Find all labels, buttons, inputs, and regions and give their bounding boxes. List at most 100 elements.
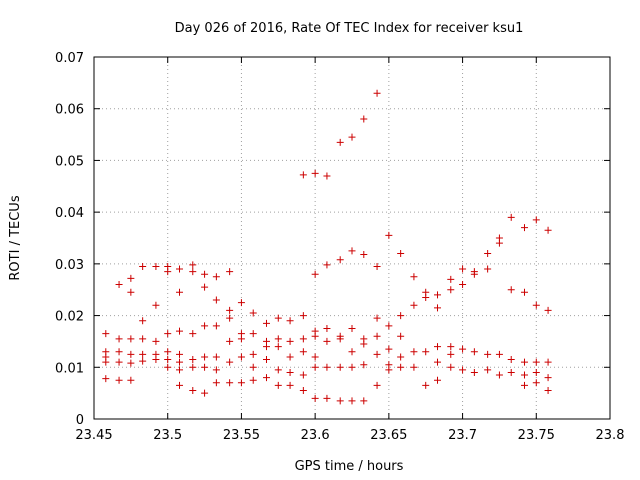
data-point bbox=[507, 356, 515, 364]
data-point bbox=[226, 268, 234, 276]
y-tick-label: 0.05 bbox=[55, 154, 84, 169]
data-point bbox=[164, 330, 172, 338]
data-point bbox=[176, 265, 184, 273]
data-point bbox=[373, 314, 381, 322]
data-point bbox=[459, 281, 467, 289]
data-point bbox=[336, 397, 344, 405]
data-point bbox=[176, 288, 184, 296]
data-point bbox=[336, 256, 344, 264]
data-point bbox=[544, 226, 552, 234]
data-point bbox=[336, 335, 344, 343]
y-tick-label: 0 bbox=[76, 413, 84, 428]
data-point bbox=[470, 348, 478, 356]
data-point bbox=[201, 353, 209, 361]
data-point bbox=[410, 301, 418, 309]
data-point bbox=[152, 337, 160, 345]
x-axis-label: GPS time / hours bbox=[295, 459, 404, 474]
y-tick-label: 0.02 bbox=[55, 310, 84, 325]
data-point bbox=[484, 250, 492, 258]
data-point bbox=[459, 366, 467, 374]
data-point bbox=[226, 306, 234, 314]
data-point bbox=[262, 374, 270, 382]
data-point bbox=[311, 363, 319, 371]
data-point bbox=[189, 356, 197, 364]
data-point bbox=[532, 379, 540, 387]
data-point bbox=[532, 358, 540, 366]
data-point bbox=[336, 138, 344, 146]
data-point bbox=[249, 309, 257, 317]
x-tick-label: 23.55 bbox=[223, 428, 260, 443]
y-axis-label: ROTI / TECUs bbox=[8, 195, 23, 280]
data-point bbox=[237, 353, 245, 361]
data-point bbox=[139, 317, 147, 325]
data-point bbox=[286, 337, 294, 345]
data-point bbox=[286, 353, 294, 361]
data-point bbox=[348, 325, 356, 332]
data-point bbox=[127, 335, 135, 343]
data-point bbox=[373, 262, 381, 270]
data-point bbox=[459, 265, 467, 273]
data-point bbox=[385, 231, 393, 239]
data-point bbox=[274, 343, 282, 351]
data-point bbox=[532, 301, 540, 309]
data-point bbox=[189, 268, 197, 276]
data-point bbox=[434, 304, 442, 312]
data-point bbox=[311, 394, 319, 402]
data-point bbox=[311, 332, 319, 340]
data-point bbox=[507, 286, 515, 294]
data-point bbox=[226, 337, 234, 345]
data-point bbox=[484, 350, 492, 358]
data-point bbox=[237, 299, 245, 307]
data-point bbox=[201, 389, 209, 397]
data-point bbox=[323, 261, 331, 269]
data-point bbox=[447, 350, 455, 358]
data-point bbox=[397, 363, 405, 371]
data-point bbox=[544, 374, 552, 382]
data-point bbox=[532, 368, 540, 376]
data-point bbox=[544, 387, 552, 395]
data-point bbox=[373, 332, 381, 340]
data-point bbox=[373, 89, 381, 97]
x-tick-label: 23.8 bbox=[596, 428, 625, 443]
data-point bbox=[212, 322, 220, 330]
data-point bbox=[286, 317, 294, 325]
data-point bbox=[237, 379, 245, 387]
data-point bbox=[348, 133, 356, 141]
data-point bbox=[348, 363, 356, 371]
y-axis-tick-labels: 0 0.01 0.02 0.03 0.04 0.05 0.06 0.07 bbox=[55, 51, 84, 428]
data-point bbox=[176, 366, 184, 374]
data-point bbox=[226, 358, 234, 366]
data-point bbox=[127, 350, 135, 358]
data-point bbox=[348, 247, 356, 255]
data-point bbox=[434, 343, 442, 351]
data-point bbox=[201, 363, 209, 371]
data-point bbox=[152, 301, 160, 309]
x-tick-label: 23.6 bbox=[301, 428, 330, 443]
data-point bbox=[274, 381, 282, 389]
data-point bbox=[299, 335, 307, 343]
x-tick-label: 23.45 bbox=[75, 428, 112, 443]
data-point bbox=[484, 366, 492, 374]
data-point bbox=[410, 363, 418, 371]
data-point bbox=[323, 172, 331, 180]
data-point bbox=[385, 322, 393, 330]
data-point bbox=[470, 268, 478, 276]
y-tick-label: 0.03 bbox=[55, 258, 84, 273]
data-point bbox=[249, 376, 257, 384]
data-point bbox=[249, 350, 257, 358]
data-point bbox=[115, 348, 123, 356]
data-point bbox=[360, 340, 368, 348]
data-point bbox=[434, 358, 442, 366]
data-point bbox=[484, 265, 492, 273]
data-point bbox=[323, 394, 331, 402]
data-points bbox=[102, 89, 552, 405]
x-tick-label: 23.5 bbox=[153, 428, 182, 443]
data-point bbox=[115, 335, 123, 343]
data-point bbox=[422, 381, 430, 389]
data-point bbox=[201, 322, 209, 330]
data-point bbox=[520, 224, 528, 232]
data-point bbox=[286, 368, 294, 376]
data-point bbox=[360, 251, 368, 259]
data-point bbox=[495, 371, 503, 379]
